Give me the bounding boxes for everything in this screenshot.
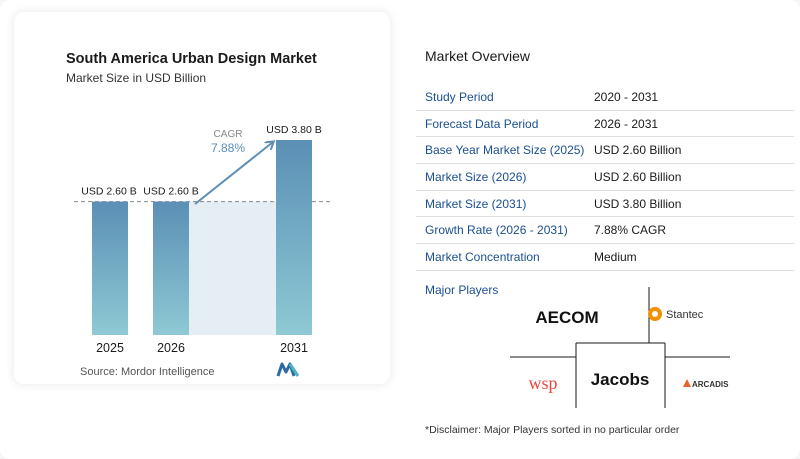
overview-row-label: Base Year Market Size (2025) [425, 143, 585, 158]
mordor-logo-icon [276, 362, 300, 377]
svg-text:ARCADIS: ARCADIS [692, 380, 729, 389]
overview-row-value: 2020 - 2031 [594, 90, 659, 104]
overview-row-value: 2026 - 2031 [594, 116, 659, 131]
overview-title: Market Overview [425, 48, 531, 64]
major-players-title: Major Players [425, 283, 499, 297]
data-label-2031: USD 3.80 B [266, 124, 321, 136]
overview-row-label: Market Size (2026) [425, 170, 527, 185]
overview-row: Market Size (2026) USD 2.60 Billion [416, 164, 794, 191]
overview-row-label: Growth Rate (2026 - 2031) [425, 223, 568, 238]
overview-row-value: Medium [594, 250, 637, 265]
overview-row-label: Study Period [425, 90, 494, 104]
data-label-2026: USD 2.60 B [143, 186, 198, 198]
x-tick-2025: 2025 [96, 341, 124, 355]
chart-subtitle: Market Size in USD Billion [66, 71, 207, 85]
bar-2026 [153, 201, 189, 335]
overview-row: Market Size (2031) USD 3.80 Billion [416, 191, 794, 218]
wsp-logo: wsp [528, 373, 557, 393]
overview-table: Study Period 2020 - 2031 Forecast Data Per… [416, 84, 794, 271]
x-tick-2026: 2026 [157, 341, 185, 355]
growth-shade [189, 201, 276, 335]
cagr-value: 7.88% [211, 141, 245, 155]
overview-row: Growth Rate (2026 - 2031) 7.88% CAGR [416, 217, 794, 245]
source-text: Source: Mordor Intelligence [80, 366, 215, 378]
x-tick-2031: 2031 [280, 341, 308, 355]
overview-row-value: USD 2.60 Billion [594, 170, 682, 185]
overview-row-label: Forecast Data Period [425, 116, 539, 131]
stantec-logo: Stantec [648, 307, 704, 321]
bar-chart: USD 2.60 B 2025 USD 2.60 B 2026 USD 3.80 B 20… [74, 124, 330, 355]
data-label-2025: USD 2.60 B [81, 186, 136, 198]
growth-arrow [194, 142, 273, 205]
overview-row-value: 7.88% CAGR [594, 223, 667, 238]
disclaimer: *Disclaimer: Major Players sorted in no … [425, 424, 680, 436]
bar-2025 [92, 201, 128, 335]
arcadis-logo: ARCADIS [683, 379, 729, 389]
overview-row-label: Market Concentration [425, 250, 540, 265]
overview-row-value: USD 3.80 Billion [594, 196, 682, 211]
svg-text:Stantec: Stantec [666, 309, 704, 321]
overview-row: Forecast Data Period 2026 - 2031 [416, 111, 794, 138]
overview-row-value: USD 2.60 Billion [594, 143, 682, 158]
overview-row: Study Period 2020 - 2031 [416, 84, 794, 111]
overview-row: Base Year Market Size (2025) USD 2.60 Bil… [416, 137, 794, 165]
aecom-logo: AECOM [535, 308, 598, 327]
jacobs-logo: Jacobs [591, 370, 650, 389]
chart-title: South America Urban Design Market [66, 51, 317, 67]
bar-2031 [276, 140, 312, 335]
overview-row: Market Concentration Medium [416, 244, 794, 271]
cagr-label: CAGR [214, 129, 243, 140]
overview-row-label: Market Size (2031) [425, 196, 527, 211]
